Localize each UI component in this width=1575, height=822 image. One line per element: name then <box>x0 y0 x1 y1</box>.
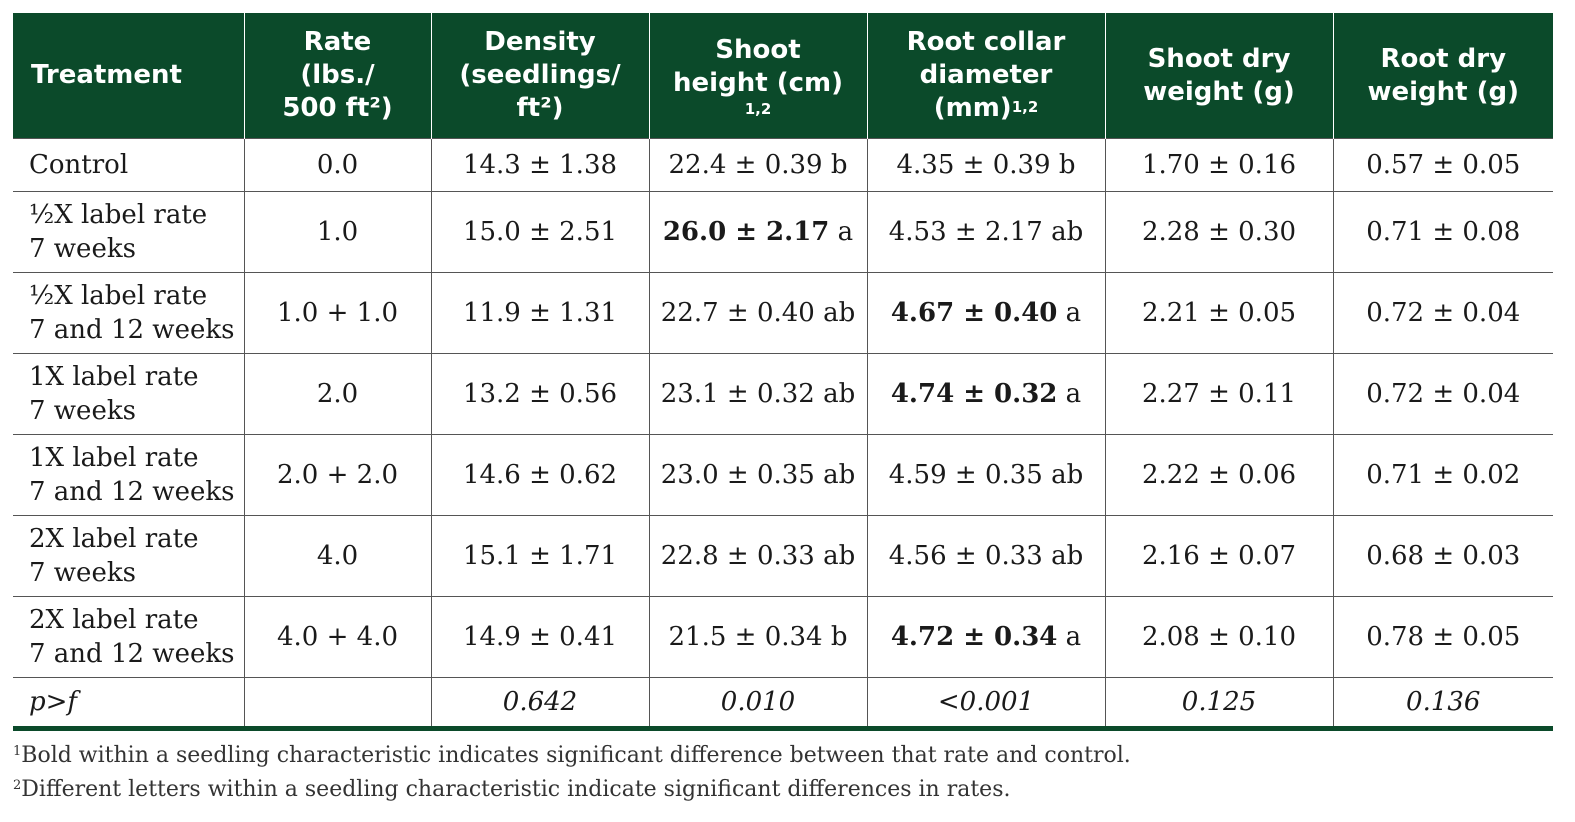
cell-root-collar: 4.53 ± 2.17 ab <box>866 191 1106 273</box>
table-row: ½X label rate 7 weeks 1.0 15.0 ± 2.51 26.… <box>13 191 1553 273</box>
cell-shoot-height: 22.7 ± 0.40 ab <box>648 272 868 354</box>
cell-root-collar: 4.59 ± 0.35 ab <box>866 434 1106 516</box>
cell-rate: 4.0 <box>243 515 432 597</box>
cell-shoot-height: 26.0 ± 2.17 a <box>648 191 868 273</box>
cell-root-collar: 4.72 ± 0.34 a <box>866 596 1106 678</box>
table-row: 2X label rate 7 and 12 weeks 4.0 + 4.0 14… <box>13 596 1553 678</box>
cell-shoot-dry-weight: 1.70 ± 0.16 <box>1104 138 1334 192</box>
header-rate: Rate (lbs./ 500 ft²) <box>243 13 431 139</box>
cell-root-dry-weight: 0.72 ± 0.04 <box>1332 272 1553 354</box>
cell-treatment: ½X label rate 7 weeks <box>13 191 245 273</box>
footnote-2: 2Different letters within a seedling cha… <box>13 777 1011 802</box>
cell-density: 14.6 ± 0.62 <box>430 434 650 516</box>
table-row: 1X label rate 7 and 12 weeks 2.0 + 2.0 14… <box>13 434 1553 516</box>
header-shoot-height: Shoot height (cm) 1,2 <box>648 13 867 139</box>
cell-rate: 1.0 <box>243 191 432 273</box>
cell-root-dry-weight: 0.78 ± 0.05 <box>1332 596 1553 678</box>
cell-root-collar: 4.67 ± 0.40 a <box>866 272 1106 354</box>
cell-rate: 1.0 + 1.0 <box>243 272 432 354</box>
cell-pf-rate <box>243 677 432 729</box>
cell-treatment: Control <box>13 138 245 192</box>
significance-row: p>f 0.642 0.010 <0.001 0.125 0.136 <box>13 677 1553 729</box>
header-treatment: Treatment <box>13 13 244 139</box>
cell-rate: 2.0 + 2.0 <box>243 434 432 516</box>
cell-rate: 4.0 + 4.0 <box>243 596 432 678</box>
cell-density: 14.9 ± 0.41 <box>430 596 650 678</box>
footnote-1: 1Bold within a seedling characteristic i… <box>13 743 1131 768</box>
cell-shoot-dry-weight: 2.27 ± 0.11 <box>1104 353 1334 435</box>
cell-treatment: 2X label rate 7 and 12 weeks <box>13 596 245 678</box>
table-body: Control 0.0 14.3 ± 1.38 22.4 ± 0.39 b 4.… <box>13 138 1553 729</box>
header-density: Density (seedlings/ ft²) <box>430 13 649 139</box>
cell-root-dry-weight: 0.71 ± 0.02 <box>1332 434 1553 516</box>
cell-shoot-height: 21.5 ± 0.34 b <box>648 596 868 678</box>
cell-pf-root-dry-weight: 0.136 <box>1332 677 1553 729</box>
cell-density: 15.1 ± 1.71 <box>430 515 650 597</box>
cell-rate: 2.0 <box>243 353 432 435</box>
cell-density: 15.0 ± 2.51 <box>430 191 650 273</box>
cell-shoot-dry-weight: 2.22 ± 0.06 <box>1104 434 1334 516</box>
table-footnotes: 1Bold within a seedling characteristic i… <box>13 739 1553 807</box>
cell-density: 14.3 ± 1.38 <box>430 138 650 192</box>
table-row: 1X label rate 7 weeks 2.0 13.2 ± 0.56 23.… <box>13 353 1553 435</box>
cell-shoot-dry-weight: 2.28 ± 0.30 <box>1104 191 1334 273</box>
cell-shoot-height: 22.4 ± 0.39 b <box>648 138 868 192</box>
cell-shoot-dry-weight: 2.21 ± 0.05 <box>1104 272 1334 354</box>
cell-root-collar: 4.56 ± 0.33 ab <box>866 515 1106 597</box>
table-header: Treatment Rate (lbs./ 500 ft²) Density (… <box>13 13 1553 139</box>
cell-density: 13.2 ± 0.56 <box>430 353 650 435</box>
cell-root-dry-weight: 0.71 ± 0.08 <box>1332 191 1553 273</box>
cell-pf-density: 0.642 <box>430 677 650 729</box>
table-row: Control 0.0 14.3 ± 1.38 22.4 ± 0.39 b 4.… <box>13 138 1553 192</box>
header-root-collar-diameter: Root collar diameter (mm)1,2 <box>866 13 1105 139</box>
header-root-dry-weight: Root dry weight (g) <box>1332 13 1553 139</box>
cell-pf-root-collar: <0.001 <box>866 677 1106 729</box>
seedling-results-table: Treatment Rate (lbs./ 500 ft²) Density (… <box>13 13 1553 731</box>
cell-treatment: 1X label rate 7 weeks <box>13 353 245 435</box>
cell-root-collar: 4.35 ± 0.39 b <box>866 138 1106 192</box>
header-shoot-dry-weight: Shoot dry weight (g) <box>1104 13 1333 139</box>
cell-shoot-height: 23.1 ± 0.32 ab <box>648 353 868 435</box>
cell-treatment: 1X label rate 7 and 12 weeks <box>13 434 245 516</box>
results-table-container: Treatment Rate (lbs./ 500 ft²) Density (… <box>13 13 1553 807</box>
cell-shoot-height: 22.8 ± 0.33 ab <box>648 515 868 597</box>
cell-rate: 0.0 <box>243 138 432 192</box>
cell-density: 11.9 ± 1.31 <box>430 272 650 354</box>
cell-treatment: 2X label rate 7 weeks <box>13 515 245 597</box>
cell-shoot-height: 23.0 ± 0.35 ab <box>648 434 868 516</box>
cell-pf-shoot-dry-weight: 0.125 <box>1104 677 1334 729</box>
cell-root-dry-weight: 0.68 ± 0.03 <box>1332 515 1553 597</box>
table-row: 2X label rate 7 weeks 4.0 15.1 ± 1.71 22.… <box>13 515 1553 597</box>
cell-pf-shoot-height: 0.010 <box>648 677 868 729</box>
table-row: ½X label rate 7 and 12 weeks 1.0 + 1.0 11… <box>13 272 1553 354</box>
cell-shoot-dry-weight: 2.08 ± 0.10 <box>1104 596 1334 678</box>
cell-root-dry-weight: 0.57 ± 0.05 <box>1332 138 1553 192</box>
cell-pf-label: p>f <box>13 677 245 729</box>
cell-shoot-dry-weight: 2.16 ± 0.07 <box>1104 515 1334 597</box>
cell-root-dry-weight: 0.72 ± 0.04 <box>1332 353 1553 435</box>
cell-root-collar: 4.74 ± 0.32 a <box>866 353 1106 435</box>
cell-treatment: ½X label rate 7 and 12 weeks <box>13 272 245 354</box>
